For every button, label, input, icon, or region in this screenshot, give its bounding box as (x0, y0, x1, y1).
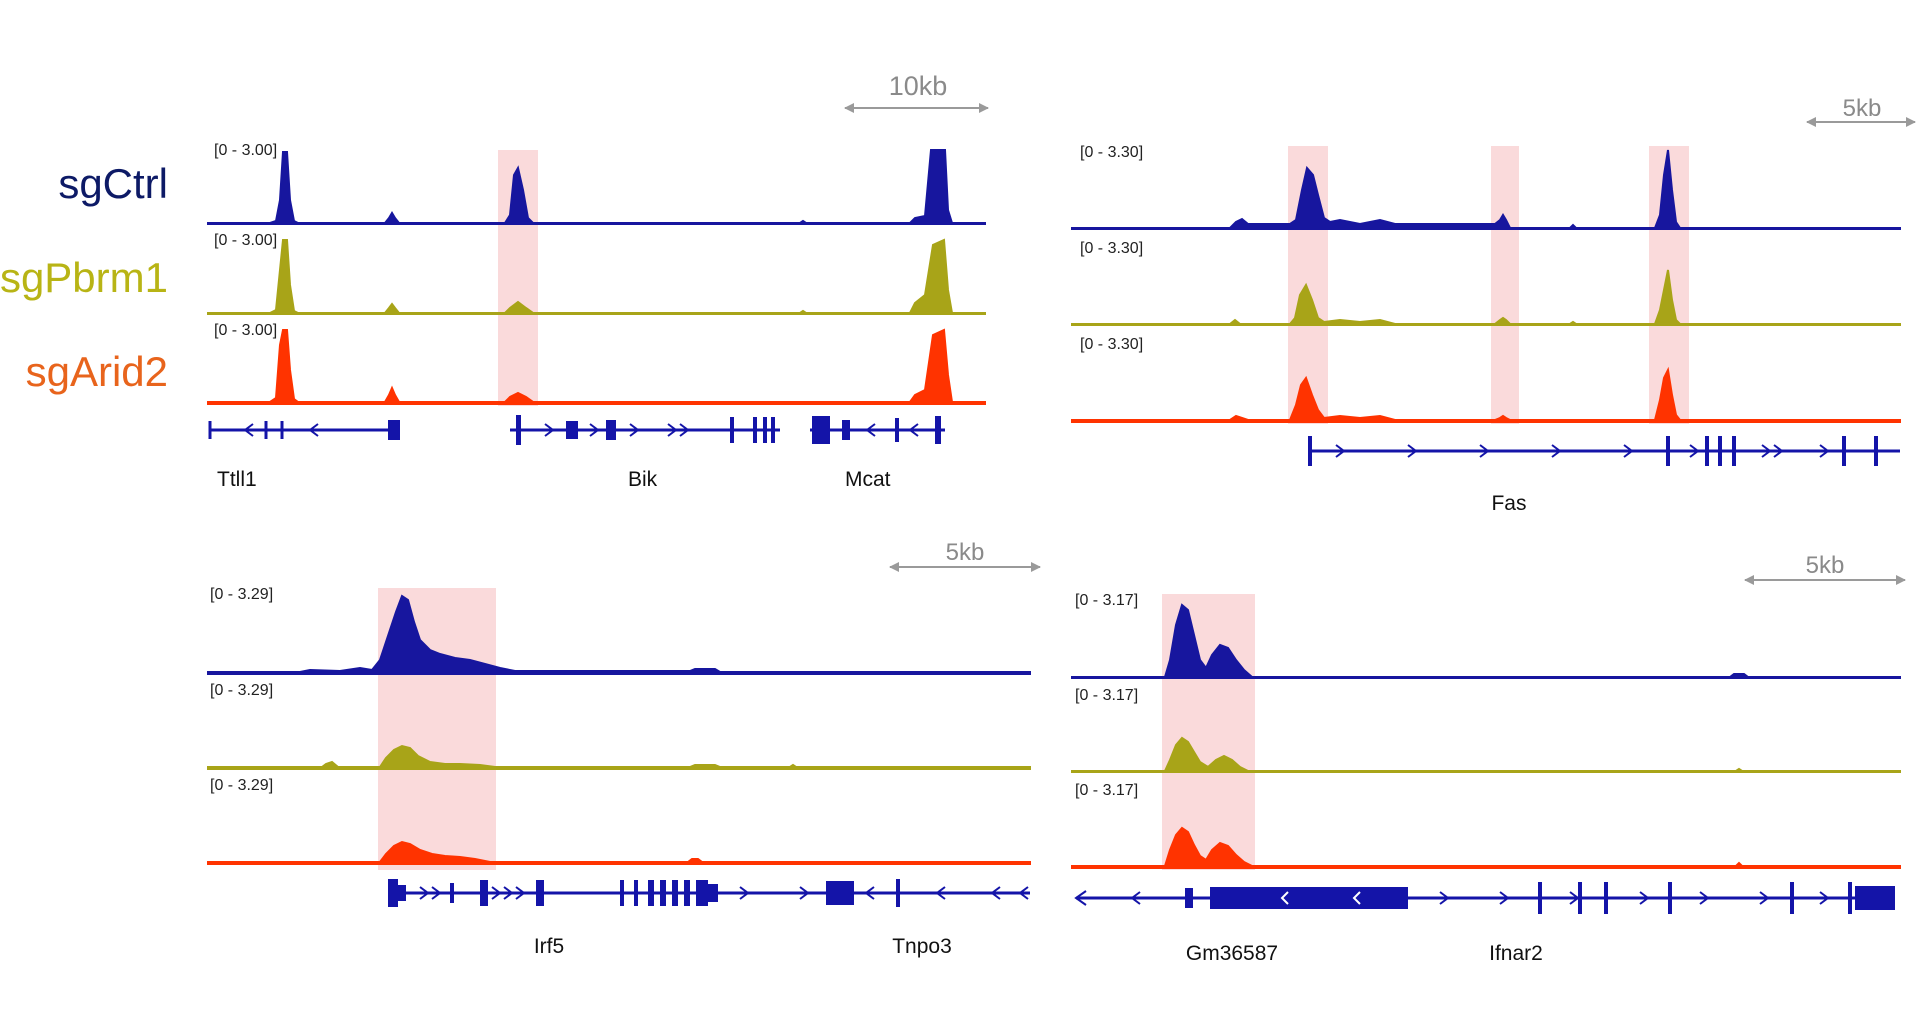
gene-label-tnpo3: Tnpo3 (892, 935, 952, 958)
legend-sgctrl: sgCtrl (58, 160, 168, 207)
gene-label-ifnar2: Ifnar2 (1489, 942, 1543, 965)
range-label-sgctrl: [0 - 3.17] (1075, 592, 1138, 609)
range-label-sgpbrm1: [0 - 3.00] (214, 232, 277, 249)
signal-track-sgpbrm1 (207, 238, 986, 315)
gene-track (1074, 882, 1895, 914)
scale-label: 5kb (946, 539, 985, 566)
range-label-sgpbrm1: [0 - 3.17] (1075, 687, 1138, 704)
scale-label: 5kb (1843, 95, 1882, 122)
gene-label-gm36587: Gm36587 (1186, 942, 1278, 965)
gene-label-fas: Fas (1491, 492, 1526, 515)
range-label-sgctrl: [0 - 3.29] (210, 586, 273, 603)
gene-label-irf5: Irf5 (534, 935, 564, 958)
signal-track-sgctrl (207, 149, 986, 225)
gene-track (1308, 436, 1900, 466)
range-label-sgctrl: [0 - 3.30] (1080, 144, 1143, 161)
scale-label: 5kb (1806, 552, 1845, 579)
gene-label-mcat: Mcat (845, 468, 891, 491)
signal-track-sgctrl (207, 594, 1031, 675)
signal-track-sgarid2 (1071, 366, 1901, 423)
range-label-sgctrl: [0 - 3.00] (214, 142, 277, 159)
range-label-sgarid2: [0 - 3.17] (1075, 782, 1138, 799)
sample-legend: sgCtrl sgPbrm1 sgArid2 (0, 160, 168, 395)
range-label-sgpbrm1: [0 - 3.29] (210, 682, 273, 699)
signal-track-sgarid2 (207, 840, 1031, 865)
panel-irf5-tnpo3: 5kb [0 - 3.29] [0 - 3.29] [0 - 3.29] (207, 539, 1041, 958)
signal-track-sgpbrm1 (1071, 269, 1901, 326)
range-label-sgarid2: [0 - 3.00] (214, 322, 277, 339)
signal-track-sgarid2 (1071, 826, 1901, 869)
gene-label-bik: Bik (628, 468, 658, 491)
signal-track-sgarid2 (207, 328, 986, 405)
range-label-sgpbrm1: [0 - 3.30] (1080, 240, 1143, 257)
signal-track-sgctrl (1071, 149, 1901, 230)
signal-track-sgpbrm1 (207, 744, 1031, 770)
panel-ttll1-bik-mcat: 10kb [0 - 3.00] [0 - 3.00] [0 - 3.00] (207, 71, 989, 491)
legend-sgpbrm1: sgPbrm1 (0, 254, 168, 301)
highlight-region (1491, 146, 1519, 424)
range-label-sgarid2: [0 - 3.29] (210, 777, 273, 794)
gene-track (208, 415, 945, 445)
gene-label-ttll1: Ttll1 (217, 468, 257, 491)
scale-label: 10kb (889, 71, 948, 101)
panel-fas: 5kb [0 - 3.30] [0 - 3.30] [0 - 3.30] Fas (1071, 95, 1916, 515)
gene-track (388, 879, 1030, 907)
legend-sgarid2: sgArid2 (26, 348, 168, 395)
range-label-sgarid2: [0 - 3.30] (1080, 336, 1143, 353)
panel-gm36587-ifnar2: 5kb [0 - 3.17] [0 - 3.17] [0 - 3.17] Gm3… (1071, 552, 1906, 965)
signal-track-sgpbrm1 (1071, 736, 1901, 773)
signal-track-sgctrl (1071, 603, 1901, 679)
